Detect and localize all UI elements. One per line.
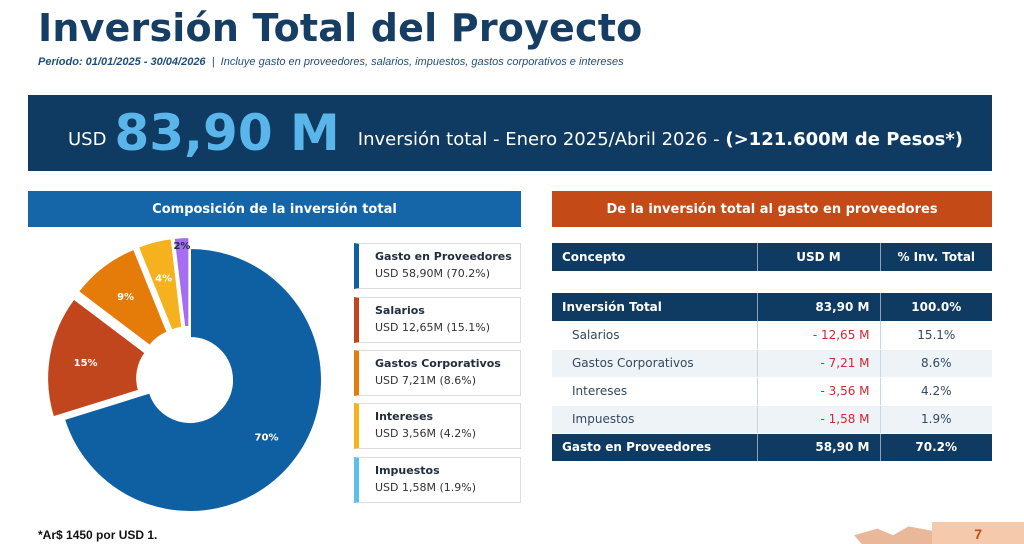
table-cell: Gasto en Proveedores <box>552 433 757 461</box>
legend-item: Gasto en Proveedores USD 58,90M (70.2%) <box>354 243 521 289</box>
breakdown-panel-title: De la inversión total al gasto en provee… <box>552 191 992 227</box>
table-cell: - 12,65 M <box>756 321 880 350</box>
legend-item: Gastos Corporativos USD 7,21M (8.6%) <box>354 350 521 396</box>
breakdown-table: Concepto USD M % Inv. Total Inversión To… <box>552 243 992 461</box>
investment-donut-chart: 70% 15% 9% 4% 2% <box>46 236 323 513</box>
table-total-row: Inversión Total 83,90 M 100.0% <box>552 293 992 321</box>
slice-data-label: 70% <box>255 432 279 443</box>
table-spacer-row <box>552 271 992 293</box>
table-cell: 1.9% <box>879 405 992 434</box>
table-row: Intereses - 3,56 M 4.2% <box>552 377 992 406</box>
legend-value: USD 58,90M (70.2%) <box>375 267 491 280</box>
table-cell: - 7,21 M <box>756 349 880 378</box>
total-investment-banner: USD 83,90 M Inversión total - Enero 2025… <box>28 95 992 171</box>
donut-slice-intereses <box>136 237 184 332</box>
table-cell: Intereses <box>552 377 757 406</box>
banner-description: Inversión total - Enero 2025/Abril 2026 … <box>358 129 963 150</box>
period-note: Incluye gasto en proveedores, salarios, … <box>220 56 624 68</box>
column-header: USD M <box>756 243 880 271</box>
banner-description-text: Inversión total - Enero 2025/Abril 2026 … <box>357 128 720 150</box>
banner-currency: USD <box>68 128 107 150</box>
table-cell: 100.0% <box>879 293 992 321</box>
slice-data-label: 2% <box>173 241 190 252</box>
donut-slice-gastos-corporativos <box>76 247 169 348</box>
legend-item: Impuestos USD 1,58M (1.9%) <box>354 457 521 503</box>
legend-label: Gasto en Proveedores <box>375 250 512 263</box>
legend-item: Intereses USD 3,56M (4.2%) <box>354 403 521 449</box>
table-cell: Gastos Corporativos <box>552 349 757 378</box>
page-number: 7 <box>974 526 982 542</box>
table-cell: 70.2% <box>879 433 992 461</box>
table-cell: 4.2% <box>879 377 992 406</box>
table-cell: 58,90 M <box>756 433 880 461</box>
period-label: Período: 01/01/2025 - 30/04/2026 <box>38 56 206 68</box>
banner-amount: 83,90 M <box>114 104 340 162</box>
table-row: Salarios - 12,65 M 15.1% <box>552 321 992 350</box>
legend-item: Salarios USD 12,65M (15.1%) <box>354 297 521 343</box>
banner-pesos: (>121.600M de Pesos*) <box>725 128 964 150</box>
table-row: Gastos Corporativos - 7,21 M 8.6% <box>552 349 992 378</box>
table-header-row: Concepto USD M % Inv. Total <box>552 243 992 271</box>
donut-slice-salarios <box>46 297 148 419</box>
legend-label: Gastos Corporativos <box>375 357 501 370</box>
composition-panel-title: Composición de la inversión total <box>28 191 521 227</box>
table-result-row: Gasto en Proveedores 58,90 M 70.2% <box>552 433 992 461</box>
donut-slice-impuestos <box>172 236 191 329</box>
slice-data-label: 9% <box>117 292 134 303</box>
period-separator: | <box>211 56 215 68</box>
table-cell: Impuestos <box>552 405 757 434</box>
table-row: Impuestos - 1,58 M 1.9% <box>552 405 992 434</box>
legend-value: USD 1,58M (1.9%) <box>375 481 477 494</box>
period-subtitle: Período: 01/01/2025 - 30/04/2026 | Inclu… <box>38 56 624 68</box>
table-cell: Salarios <box>552 321 757 350</box>
table-cell: 8.6% <box>879 349 992 378</box>
table-cell: 15.1% <box>879 321 992 350</box>
legend-label: Intereses <box>375 410 434 423</box>
legend-value: USD 7,21M (8.6%) <box>375 374 477 387</box>
legend-value: USD 12,65M (15.1%) <box>375 321 491 334</box>
decorative-corner-shape <box>854 526 932 544</box>
column-header: % Inv. Total <box>879 243 992 271</box>
legend-value: USD 3,56M (4.2%) <box>375 427 477 440</box>
page-number-box <box>932 522 1024 544</box>
table-cell: - 1,58 M <box>756 405 880 434</box>
legend-label: Impuestos <box>375 464 440 477</box>
table-cell: - 3,56 M <box>756 377 880 406</box>
donut-slice-gasto-en-proveedores <box>62 246 323 513</box>
column-header: Concepto <box>552 243 757 271</box>
slice-data-label: 4% <box>155 273 172 284</box>
legend-label: Salarios <box>375 304 425 317</box>
table-cell: Inversión Total <box>552 293 757 321</box>
table-cell: 83,90 M <box>756 293 880 321</box>
slice-data-label: 15% <box>74 358 98 369</box>
page-title: Inversión Total del Proyecto <box>38 6 643 50</box>
exchange-rate-footnote: *Ar$ 1450 por USD 1. <box>38 528 158 542</box>
